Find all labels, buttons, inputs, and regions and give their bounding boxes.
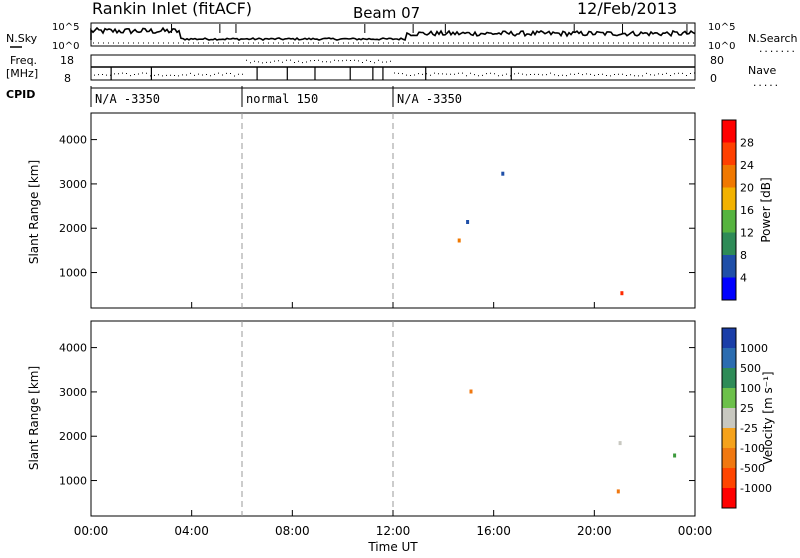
power-colorbar-swatch-3 (722, 210, 736, 233)
power-cell-3 (501, 171, 505, 176)
nave-label: Nave (748, 64, 776, 77)
velocity-colorbar-swatch-8 (722, 328, 736, 348)
velocity-colorbar-swatch-5 (722, 388, 736, 408)
cpid-segment-2: N/A -3350 (397, 92, 462, 106)
noise-line (90, 26, 696, 42)
velocity-cell-0 (616, 489, 620, 494)
time-label-2: 08:00 (275, 524, 310, 538)
time-label-6: 00:00 (678, 524, 713, 538)
power-colorbar-tick-1: 8 (740, 249, 747, 262)
velocity-colorbar-swatch-3 (722, 428, 736, 448)
velocity-colorbar-swatch-4 (722, 408, 736, 428)
power-cell-1 (457, 238, 461, 243)
time-axis-title: Time UT (367, 540, 418, 554)
velocity-cell-1 (673, 453, 677, 458)
noise-ytick-left-top: 10^5 (52, 22, 79, 33)
freq-trace (91, 59, 695, 80)
noise-ytick-right-top: 10^5 (708, 22, 735, 33)
power-colorbar-swatch-5 (722, 165, 736, 188)
power-ytick-label-3: 4000 (59, 134, 87, 147)
time-label-5: 20:00 (577, 524, 612, 538)
noise-trace (90, 24, 696, 44)
cpid-segments: N/A -3350 normal 150 N/A -3350 (90, 86, 695, 107)
date-title: 12/Feb/2013 (577, 0, 677, 18)
velocity-colorbar-tick-7: 1000 (740, 342, 768, 355)
power-cell-0 (620, 291, 624, 296)
power-cell-2 (466, 220, 470, 224)
nave-marker: ..... (752, 79, 779, 89)
time-axis: 00:00 04:00 08:00 12:00 16:00 20:00 00:00 (74, 302, 713, 538)
velocity-colorbar-tick-5: 100 (740, 382, 761, 395)
noise-left-label: N.Sky (6, 32, 38, 45)
power-colorbar-frame (721, 119, 737, 301)
power-colorbar-tick-5: 24 (740, 159, 754, 172)
nave-dots (94, 59, 695, 77)
time-label-3: 12:00 (376, 524, 411, 538)
velocity-field (241, 321, 677, 516)
velocity-cell-3 (469, 389, 473, 394)
velocity-cell-2 (618, 441, 622, 446)
velocity-colorbar-swatch-2 (722, 448, 736, 468)
velocity-colorbar-tick-6: 500 (740, 362, 761, 375)
velocity-colorbar-swatch-0 (722, 488, 736, 508)
freq-ytick-top: 18 (60, 54, 74, 67)
freq-label: Freq. (10, 54, 37, 67)
velocity-ylabel: Slant Range [km] (27, 366, 41, 470)
power-colorbar-tick-4: 20 (740, 182, 754, 195)
freq-ytick-bottom: 8 (64, 72, 71, 85)
power-ylabel: Slant Range [km] (27, 160, 41, 264)
velocity-yticks: 1000 2000 3000 4000 (59, 342, 695, 488)
time-label-1: 04:00 (174, 524, 209, 538)
power-colorbar-swatch-4 (722, 187, 736, 210)
power-colorbar-tick-3: 16 (740, 204, 754, 217)
velocity-colorbar-tick-4: 25 (740, 402, 754, 415)
velocity-ytick-label-2: 3000 (59, 386, 87, 399)
freq-unit-label: [MHz] (6, 67, 38, 80)
power-colorbar-swatch-2 (722, 232, 736, 255)
power-ytick-label-2: 3000 (59, 178, 87, 191)
velocity-colorbar-tick-0: -1000 (740, 482, 772, 495)
power-colorbar-tick-2: 12 (740, 227, 754, 240)
velocity-colorbar-swatch-1 (722, 468, 736, 488)
velocity-colorbar-label: Velocity [m s⁻¹] (761, 371, 775, 464)
power-colorbar-label: Power [dB] (759, 177, 773, 242)
velocity-ytick-label-3: 4000 (59, 342, 87, 355)
noise-right-label: N.Search (748, 32, 798, 45)
velocity-colorbar-tick-3: -25 (740, 422, 758, 435)
velocity-colorbar-swatch-7 (722, 348, 736, 368)
velocity-colorbar: -1000 -500 -100 -25 25 100 500 1000 (721, 327, 772, 509)
velocity-colorbar-tick-1: -500 (740, 462, 765, 475)
cpid-segment-0: N/A -3350 (95, 92, 160, 106)
cpid-segment-1: normal 150 (246, 92, 318, 106)
power-yticks: 1000 2000 3000 4000 (59, 134, 695, 280)
power-colorbar-swatch-6 (722, 142, 736, 165)
velocity-colorbar-frame (721, 327, 737, 509)
nave-ytick-bottom: 0 (710, 72, 717, 85)
power-colorbar-swatch-1 (722, 255, 736, 278)
beam-title: Beam 07 (353, 4, 420, 22)
power-ytick-label-1: 2000 (59, 222, 87, 235)
power-colorbar-swatch-0 (722, 277, 736, 300)
power-colorbar: 4 8 12 16 20 24 28 (721, 119, 754, 301)
time-label-0: 00:00 (74, 524, 109, 538)
nave-ytick-top: 80 (710, 54, 724, 67)
time-label-4: 16:00 (476, 524, 511, 538)
power-colorbar-tick-6: 28 (740, 137, 754, 150)
power-field (241, 113, 624, 308)
noise-right-marker: ....... (758, 45, 796, 55)
power-colorbar-tick-0: 4 (740, 272, 747, 285)
cpid-label: CPID (6, 88, 35, 101)
velocity-ytick-label-1: 2000 (59, 430, 87, 443)
noise-ytick-left-bottom: 10^0 (52, 41, 79, 52)
radar-title: Rankin Inlet (fitACF) (92, 0, 252, 18)
noise-ytick-right-bottom: 10^0 (708, 41, 735, 52)
power-colorbar-swatch-7 (722, 120, 736, 143)
velocity-colorbar-tick-2: -100 (740, 442, 765, 455)
velocity-ytick-label-0: 1000 (59, 475, 87, 488)
velocity-colorbar-swatch-6 (722, 368, 736, 388)
power-ytick-label-0: 1000 (59, 267, 87, 280)
